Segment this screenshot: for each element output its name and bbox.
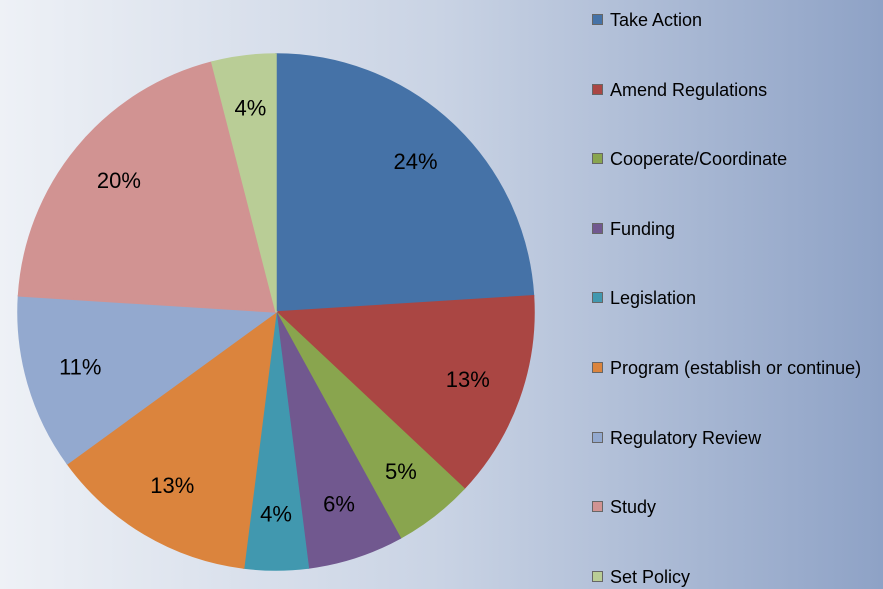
pie-slice: [17, 61, 277, 313]
pie-slice: [17, 295, 279, 465]
data-label: 24%: [394, 149, 438, 174]
legend-label: Funding: [610, 218, 676, 239]
legend-item: Regulatory Review: [592, 427, 862, 449]
legend-label: Amend Regulations: [610, 79, 768, 100]
legend-label: Take Action: [610, 10, 703, 30]
pie-slice: [210, 53, 277, 313]
pie-slice: [275, 53, 535, 313]
legend-label: Regulatory Review: [610, 427, 762, 448]
data-label: 4%: [260, 502, 292, 527]
legend-label: Program (establish or continue): [610, 358, 862, 378]
legend-item: Set Policy: [592, 566, 862, 588]
legend-swatch: [592, 222, 603, 234]
legend-swatch: [592, 83, 603, 95]
data-label: 20%: [97, 168, 141, 193]
legend-label: Set Policy: [610, 566, 691, 587]
legend-swatch: [592, 153, 603, 165]
data-label: 13%: [446, 367, 490, 392]
legend-item: Legislation: [592, 287, 862, 309]
legend-label: Cooperate/Coordinate: [610, 149, 788, 170]
legend-swatch: [592, 501, 603, 513]
legend-swatch: [592, 292, 603, 304]
legend-item: Study: [592, 496, 862, 518]
pie-slice: [274, 295, 535, 490]
legend-item: Cooperate/Coordinate: [592, 148, 862, 170]
legend-item: Funding: [592, 218, 862, 240]
pie-slice: [66, 310, 277, 569]
data-label: 11%: [59, 355, 101, 380]
legend-item: Take Action: [592, 9, 862, 31]
legend-swatch: [592, 570, 603, 582]
data-label: 6%: [323, 492, 355, 517]
legend-label: Study: [610, 497, 657, 518]
legend-swatch: [592, 362, 603, 373]
data-label: 4%: [235, 96, 267, 121]
legend-item: Program (establish or continue): [592, 357, 862, 379]
legend-label: Legislation: [610, 288, 697, 309]
data-label: 5%: [385, 459, 417, 484]
legend-item: Amend Regulations: [592, 79, 862, 101]
legend-swatch: [592, 431, 603, 443]
pie-area: 24% 13% 5% 6% 4% 13% 11% 20% 4%: [17, 53, 535, 571]
legend-swatch: [592, 14, 603, 25]
data-label: 13%: [150, 473, 194, 498]
